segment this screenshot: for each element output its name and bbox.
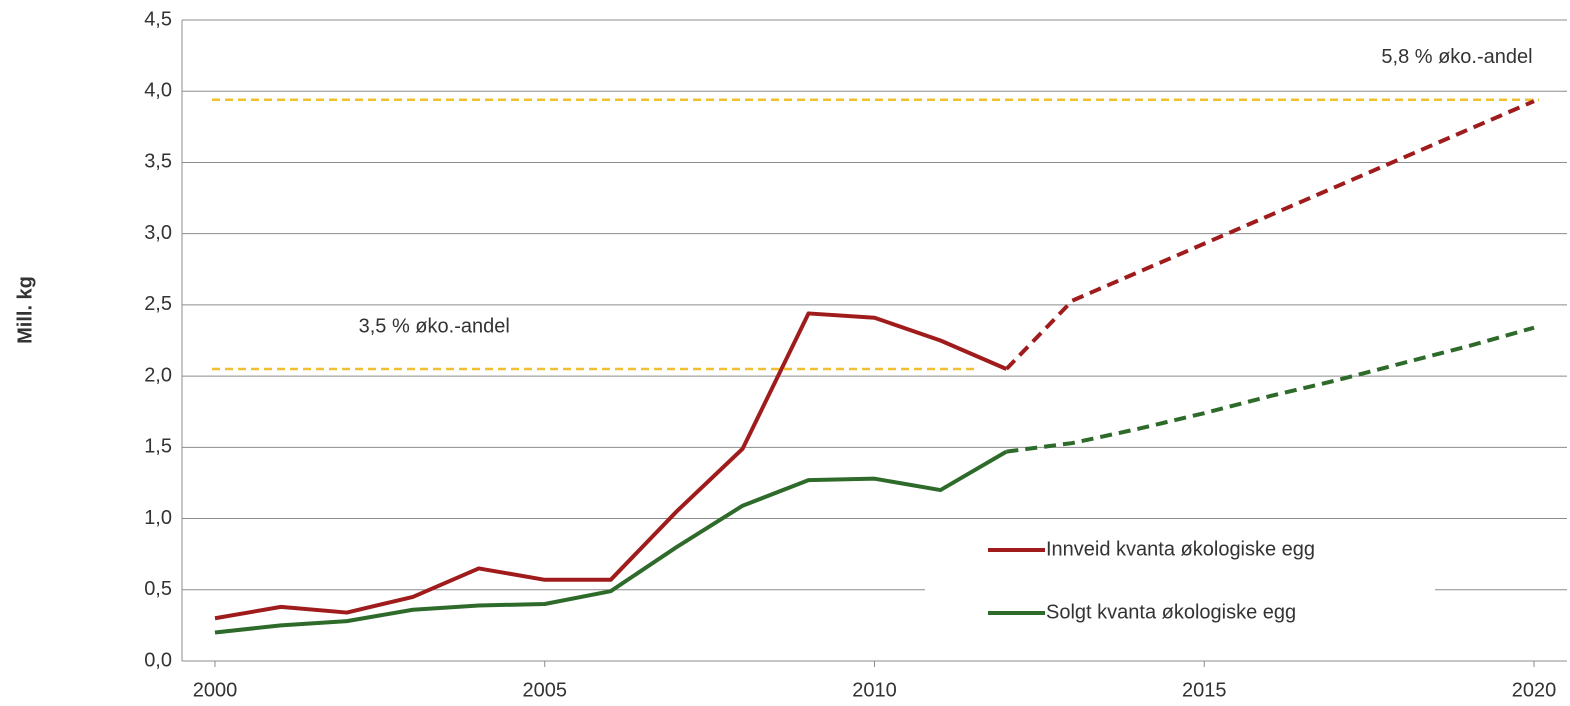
y-tick-label: 4,5 (144, 8, 172, 30)
legend-box (925, 520, 1435, 655)
annotation: 3,5 % øko.-andel (359, 315, 510, 337)
x-tick-label: 2015 (1182, 679, 1227, 701)
series-line (214, 449, 1008, 635)
y-tick-label: 3,0 (144, 222, 172, 244)
y-tick-label: 1,5 (144, 436, 172, 458)
y-tick-label: 0,0 (144, 649, 172, 671)
legend-label: Innveid kvanta økologiske egg (1046, 538, 1315, 560)
x-tick-label: 2010 (852, 679, 897, 701)
series-line (214, 311, 1008, 621)
y-tick-label: 2,0 (144, 364, 172, 386)
projection-line (1004, 99, 1535, 371)
legend-label: Solgt kvanta økologiske egg (1046, 601, 1296, 623)
x-tick-label: 2005 (522, 679, 567, 701)
y-axis-label: Mill. kg (14, 276, 36, 344)
y-tick-label: 4,0 (144, 80, 172, 102)
y-tick-label: 2,5 (144, 293, 172, 315)
projection-line (1006, 325, 1535, 454)
y-tick-label: 1,0 (144, 507, 172, 529)
y-tick-label: 3,5 (144, 151, 172, 173)
y-tick-label: 0,5 (144, 578, 172, 600)
annotation: 5,8 % øko.-andel (1381, 46, 1532, 68)
x-tick-label: 2000 (193, 679, 238, 701)
x-tick-label: 2020 (1512, 679, 1557, 701)
